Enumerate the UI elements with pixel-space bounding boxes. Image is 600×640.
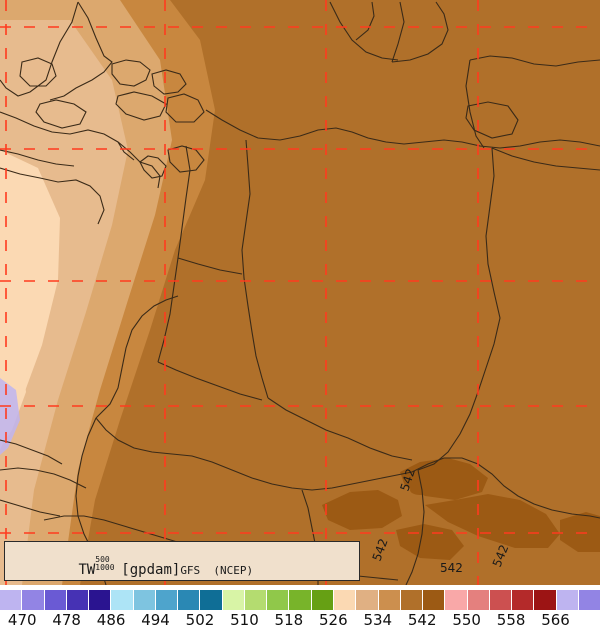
- colorbar-tick-558: 558: [496, 611, 526, 629]
- colorbar-tick-478: 478: [52, 611, 81, 629]
- colorbar-tick-550: 550: [452, 611, 481, 629]
- colorbar-swatch-13[interactable]: [289, 590, 312, 610]
- colorbar-tick-494: 494: [141, 611, 170, 629]
- colorbar-swatch-4[interactable]: [89, 590, 112, 610]
- colorbar-swatch-10[interactable]: [222, 590, 245, 610]
- colorbar-tick-486: 486: [96, 611, 126, 629]
- field-level-sup-sub: 500 1000: [95, 556, 121, 574]
- field-superscript: 500: [95, 555, 110, 564]
- colorbar-swatch-1[interactable]: [22, 590, 45, 610]
- graticule-layer: [0, 0, 600, 585]
- colorbar-swatch-25[interactable]: [556, 590, 579, 610]
- colorbar-swatch-23[interactable]: [512, 590, 535, 610]
- colorbar-swatch-26[interactable]: [578, 590, 600, 610]
- map-panel[interactable]: 542 542 542 542 TW 500 1000 [gpdam]GFS (NCE…: [0, 0, 600, 585]
- colorbar-swatch-18[interactable]: [400, 590, 424, 610]
- colorbar-swatch-7[interactable]: [155, 590, 179, 610]
- fill-band-light-tan: [0, 20, 128, 585]
- colorbar-swatch-9[interactable]: [200, 590, 223, 610]
- info-line-field: TW 500 1000 [gpdam]GFS (NCEP): [11, 543, 359, 585]
- coastline-layer: [0, 1, 600, 585]
- colorbar-swatch-11[interactable]: [244, 590, 268, 610]
- colorbar-tick-labels: 470 478 486 494 502 510 518 526 534 542 550 558 566: [0, 610, 600, 636]
- fill-patch-dark-brown-south: [322, 490, 402, 530]
- fill-patch-dark-brown-east: [560, 512, 600, 552]
- fill-patch-dark-brown-blob: [410, 485, 430, 495]
- colorbar-swatch-15[interactable]: [333, 590, 357, 610]
- colorbar-tick-526: 526: [319, 611, 348, 629]
- field-label: TW: [78, 562, 96, 578]
- fill-band-lavender: [0, 378, 20, 455]
- colorbar-swatch-2[interactable]: [44, 590, 67, 610]
- colorbar-tick-510: 510: [230, 611, 259, 629]
- colorbar-tick-518: 518: [274, 611, 304, 629]
- colorbar-swatch-24[interactable]: [534, 590, 557, 610]
- fill-patch-dark-brown-carpathians: [425, 494, 560, 548]
- colorbar-swatch-12[interactable]: [267, 590, 290, 610]
- colorbar-tick-534: 534: [363, 611, 393, 629]
- colorbar[interactable]: 470 478 486 494 502 510 518 526 534 542 550 558 566: [0, 585, 600, 640]
- field-units: [gpdam]: [121, 562, 181, 578]
- colorbar-swatch-5[interactable]: [111, 590, 134, 610]
- colorbar-swatch-14[interactable]: [311, 590, 334, 610]
- colorbar-swatch-6[interactable]: [133, 590, 156, 610]
- colorbar-swatch-17[interactable]: [378, 590, 401, 610]
- colorbar-swatch-3[interactable]: [66, 590, 90, 610]
- colorbar-tick-566: 566: [541, 611, 570, 629]
- colorbar-swatch-19[interactable]: [423, 590, 446, 610]
- field-subscript: 1000: [95, 563, 115, 572]
- colorbar-swatch-16[interactable]: [356, 590, 379, 610]
- colorbar-swatch-21[interactable]: [467, 590, 490, 610]
- colorbar-swatch-8[interactable]: [178, 590, 201, 610]
- colorbar-swatch-22[interactable]: [489, 590, 513, 610]
- colorbar-tick-502: 502: [185, 611, 215, 629]
- colorbar-swatches[interactable]: [0, 590, 600, 610]
- map-canvas[interactable]: 542 542 542 542: [0, 0, 600, 585]
- model-name: GFS (NCEP): [180, 564, 254, 577]
- colorbar-swatch-20[interactable]: [445, 590, 468, 610]
- colorbar-swatch-0[interactable]: [0, 590, 23, 610]
- colorbar-tick-542: 542: [407, 611, 437, 629]
- colorbar-tick-470: 470: [7, 611, 37, 629]
- contour-label: 542: [440, 561, 463, 575]
- contour-label: 542: [398, 467, 418, 493]
